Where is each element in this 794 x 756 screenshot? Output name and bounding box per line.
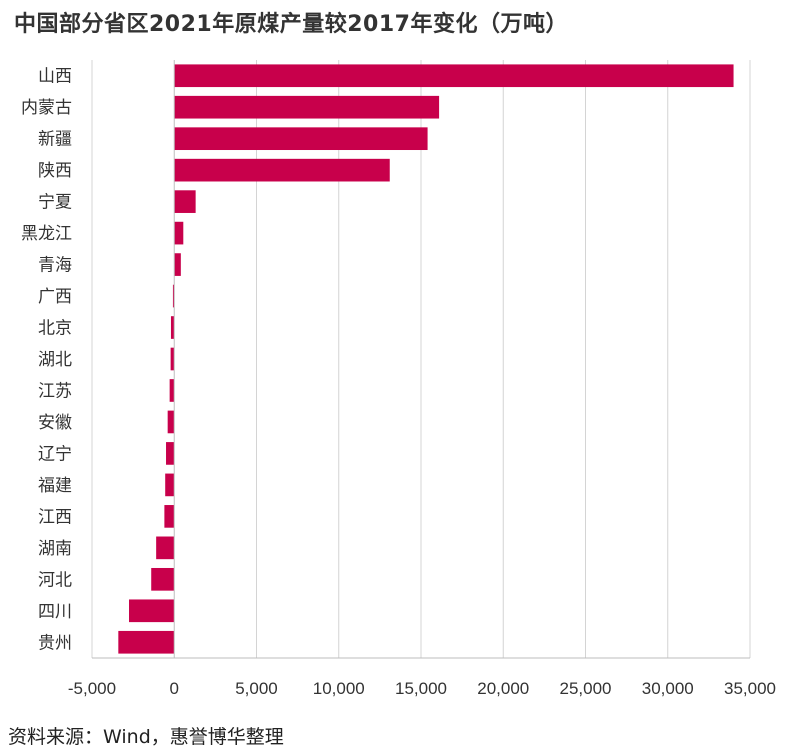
x-tick-label: 35,000 [724, 679, 776, 698]
bar-5 [174, 190, 196, 213]
x-tick-label: 5,000 [235, 679, 278, 698]
x-tick-label: 15,000 [395, 679, 447, 698]
bar-16 [156, 536, 175, 560]
source-note: 资料来源：Wind，惠誉博华整理 [8, 726, 284, 748]
bar-7 [174, 253, 181, 276]
category-label: 陕西 [38, 161, 72, 181]
category-label: 宁夏 [38, 193, 72, 213]
category-label: 河北 [38, 570, 72, 590]
category-label: 黑龙江 [21, 224, 72, 244]
x-tick-label: -5,000 [68, 679, 116, 698]
bar-10 [170, 347, 175, 371]
x-tick-label: 25,000 [560, 679, 612, 698]
bar-8 [172, 284, 175, 308]
category-label: 北京 [38, 319, 72, 339]
bar-19 [118, 630, 175, 654]
bar-4 [174, 158, 390, 182]
x-tick-label: 0 [170, 679, 179, 698]
bar-17 [151, 567, 175, 591]
category-label: 湖南 [38, 539, 72, 559]
bar-6 [174, 221, 184, 245]
bar-9 [170, 316, 175, 339]
bar-3 [174, 127, 428, 151]
bar-12 [167, 410, 175, 434]
category-label: 山西 [38, 67, 72, 87]
bar-14 [165, 473, 175, 497]
bar-13 [166, 442, 175, 465]
category-label: 辽宁 [38, 444, 72, 464]
category-label: 江西 [38, 507, 72, 527]
category-label: 贵州 [38, 633, 72, 653]
category-label: 湖北 [38, 350, 72, 370]
x-tick-label: 20,000 [477, 679, 529, 698]
category-label: 内蒙古 [21, 98, 72, 118]
bar-15 [164, 505, 175, 528]
category-label: 江苏 [38, 381, 72, 401]
category-label: 安徽 [38, 413, 72, 433]
bar-11 [169, 379, 175, 402]
category-label: 新疆 [38, 130, 72, 150]
bar-18 [129, 599, 175, 623]
bar-2 [174, 95, 440, 119]
x-tick-label: 30,000 [642, 679, 694, 698]
category-label: 青海 [38, 256, 72, 276]
bar-chart: 山西内蒙古新疆陕西宁夏黑龙江青海广西北京湖北江苏安徽辽宁福建江西湖南河北四川贵州… [21, 60, 776, 698]
category-label: 广西 [38, 287, 72, 307]
bar-1 [174, 64, 734, 88]
x-tick-label: 10,000 [313, 679, 365, 698]
chart-title: 中国部分省区2021年原煤产量较2017年变化（万吨） [14, 12, 568, 37]
category-label: 四川 [38, 602, 72, 622]
category-label: 福建 [38, 476, 72, 496]
